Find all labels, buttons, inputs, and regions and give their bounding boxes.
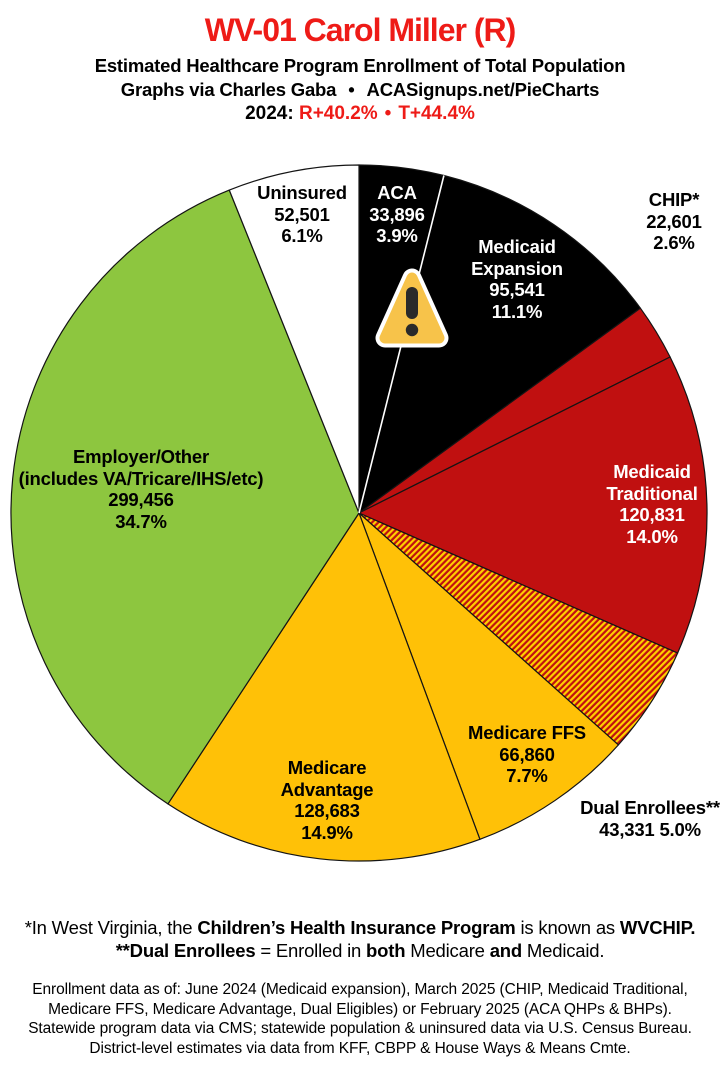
bullet-separator: • [384, 103, 392, 124]
slice-label-dual-enrollees: Dual Enrollees** 43,331 5.0% [580, 797, 720, 840]
pie-chart [10, 164, 708, 862]
pie-slice-medicare-ffs [358, 512, 619, 840]
pie-slice-uninsured [228, 164, 360, 514]
partisan-t-lean: T+44.4% [398, 103, 475, 124]
credit-author: Graphs via Charles Gaba [120, 79, 337, 100]
partisan-r-lean: R+40.2% [298, 103, 378, 124]
slice-label-employer-other: Employer/Other (includes VA/Tricare/IHS/… [18, 446, 264, 532]
slice-label-uninsured: Uninsured 52,501 6.1% [257, 182, 347, 246]
slice-label-aca: ACA 33,896 3.9% [369, 182, 425, 246]
page-title: WV-01 Carol Miller (R) [204, 12, 517, 48]
pie-slice-employer-other [10, 189, 360, 805]
source-note-line: District-level estimates via data from K… [89, 1039, 631, 1057]
credit-line: Graphs via Charles Gaba • ACASignups.net/P… [0, 79, 720, 101]
credit-site: ACASignups.net/PieCharts [366, 79, 600, 100]
slice-label-medicare-ffs: Medicare FFS 66,860 7.7% [468, 722, 586, 786]
source-note: Enrollment data as of: June 2024 (Medica… [0, 980, 720, 1058]
pie-slice-medicaid-expansion [358, 174, 641, 514]
partisan-lean-line: 2024: R+40.2% • T+44.4% [0, 103, 720, 125]
source-note-line: Medicare FFS, Medicare Advantage, Dual E… [48, 1000, 672, 1018]
warning-triangle-icon [375, 268, 449, 348]
subtitle: Estimated Healthcare Program Enrollment … [94, 55, 626, 76]
slice-label-chip: CHIP* 22,601 2.6% [646, 189, 702, 253]
partisan-year: 2024: [245, 103, 294, 124]
source-note-line: Enrollment data as of: June 2024 (Medica… [32, 981, 688, 998]
bullet-separator: • [348, 79, 355, 100]
pie-slice-medicare-advantage [167, 512, 481, 862]
slice-label-medicare-advantage: Medicare Advantage 128,683 14.9% [280, 757, 374, 843]
footnote-dual: **Dual Enrollees = Enrolled in both Medi… [115, 940, 605, 961]
source-note-line: Statewide program data via CMS; statewid… [28, 1020, 692, 1037]
slice-label-medicaid-traditional: Medicaid Traditional 120,831 14.0% [606, 461, 698, 547]
pie-slice-medicaid-traditional [358, 356, 708, 654]
slice-label-medicaid-expansion: Medicaid Expansion 95,541 11.1% [471, 236, 563, 322]
footnote-chip: *In West Virginia, the Children’s Health… [24, 917, 696, 938]
